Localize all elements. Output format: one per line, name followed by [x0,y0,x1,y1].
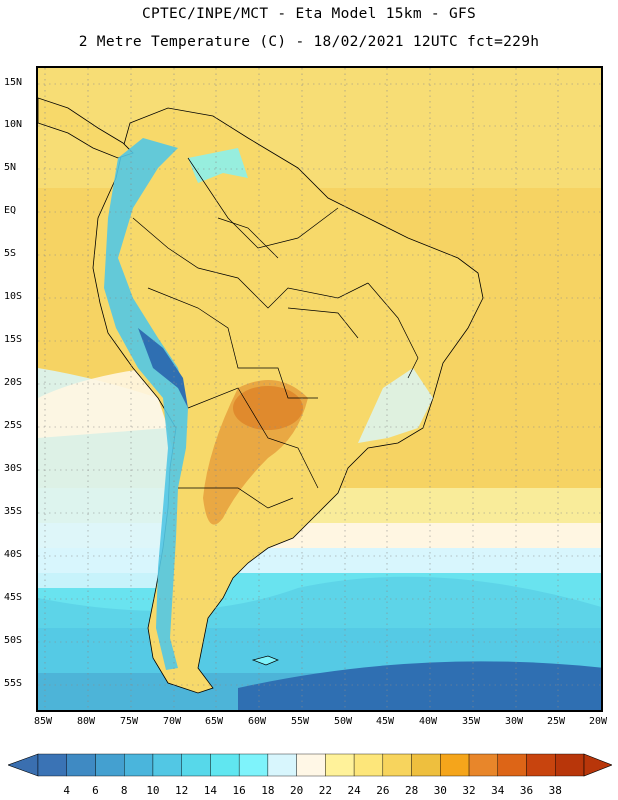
colorbar-label-12: 12 [175,784,189,797]
colorbar-label-38: 38 [548,784,562,797]
colorbar-swatch-12 [382,753,412,777]
border-brazil-states-2 [287,307,359,339]
colorbar-swatch-0 [37,753,67,777]
colorbar-label-22: 22 [318,784,332,797]
colorbar-label-8: 8 [120,784,128,797]
lat-label-50s: 50S [4,635,23,646]
colorbar-arrow-low [8,753,39,777]
colorbar-swatch-16 [497,753,527,777]
border-north [187,157,339,249]
colorbar-swatch-7 [238,753,269,777]
colorbar-swatch-15 [468,753,498,777]
colorbar-swatch-11 [353,753,384,777]
colorbar-swatch-4 [152,753,182,777]
lon-label-35w: 35W [461,716,481,727]
colorbar-label-36: 36 [519,784,534,797]
colorbar-label-18: 18 [261,784,275,797]
title-line-1: CPTEC/INPE/MCT - Eta Model 15km - GFS [141,6,477,22]
colorbar-swatch-13 [411,753,441,777]
lon-label-70w: 70W [162,716,182,727]
lon-label-40w: 40W [418,716,438,727]
lat-label-55s: 55S [4,678,23,689]
ocean-cold-south [238,661,601,710]
country-borders [132,157,419,509]
lat-label-25s: 25S [4,420,23,431]
colorbar-label-30: 30 [433,784,447,797]
title-line-2: 2 Metre Temperature (C) - 18/02/2021 12U… [78,34,540,50]
colorbar-label-6: 6 [92,784,99,797]
colorbar-swatch-17 [526,753,556,777]
pacific-cool-strip-north [38,368,168,438]
border-brazil-states [367,282,419,379]
lon-label-25w: 25W [546,716,566,727]
colorbar-label-20: 20 [290,784,304,797]
colorbar-swatch-6 [210,753,240,777]
lat-label-15s: 15S [4,334,23,345]
lon-label-55w: 55W [290,716,310,727]
altiplano-cold-core [138,328,188,408]
border-amazon [132,217,369,309]
lat-label-10n: 10N [4,119,23,130]
lat-label-5s: 5S [4,248,17,259]
lon-label-45w: 45W [375,716,395,727]
lon-label-60w: 60W [247,716,267,727]
lon-label-80w: 80W [76,716,96,727]
gridlines [38,68,601,710]
colorbar-label-24: 24 [347,784,361,797]
colorbar-swatch-2 [95,753,125,777]
temperature-colorbar [8,753,612,777]
colorbar-label-28: 28 [404,784,419,797]
brazil-highlands-cool [358,368,433,443]
lat-label-5n: 5N [4,162,17,173]
colorbar-label-4: 4 [63,784,71,797]
colorbar-swatch-9 [296,753,326,777]
lon-label-75w: 75W [119,716,139,727]
colorbar-label-32: 32 [462,784,476,797]
lat-label-30s: 30S [4,463,23,474]
lat-label-20s: 20S [4,377,23,388]
border-paraguay [187,387,319,489]
colorbar-label-14: 14 [203,784,218,797]
lat-label-10s: 10S [4,291,23,302]
border-guianas [217,217,279,259]
border-bolivia [147,287,318,399]
colorbar-label-10: 10 [146,784,160,797]
colorbar-arrow-high [583,753,612,777]
temperature-map [38,68,601,710]
colorbar-label-34: 34 [491,784,505,797]
colorbar-label-26: 26 [376,784,390,797]
andes-cold-strip [104,138,188,670]
colorbar-swatch-1 [66,753,96,777]
lat-label-15n: 15N [4,77,23,88]
colorbar-swatch-18 [555,753,585,777]
lon-label-20w: 20W [588,716,608,727]
colorbar-label-16: 16 [232,784,246,797]
border-argentina [178,487,294,509]
hotspot-region [233,386,303,430]
lat-label-eq: EQ [4,205,17,216]
lat-label-45s: 45S [4,592,23,603]
falkland-islands [251,655,279,666]
colorbar-swatch-10 [325,753,355,777]
lon-label-85w: 85W [33,716,53,727]
lon-label-30w: 30W [504,716,524,727]
lon-label-50w: 50W [333,716,353,727]
lat-label-40s: 40S [4,549,23,560]
lat-label-35s: 35S [4,506,23,517]
lon-label-65w: 65W [204,716,224,727]
colorbar-swatch-5 [181,753,211,777]
colorbar-swatch-14 [440,753,470,777]
map-panel[interactable] [36,66,603,712]
colorbar-swatch-8 [267,753,297,777]
colorbar-swatch-3 [124,753,154,777]
venezuela-highlands-cool [188,148,248,183]
